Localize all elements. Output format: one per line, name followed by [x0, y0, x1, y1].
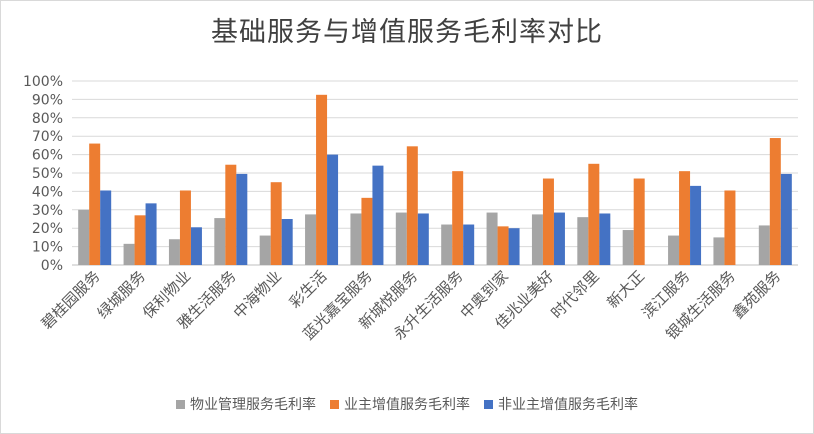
chart-title: 基础服务与增值服务毛利率对比 [211, 17, 603, 48]
y-tick-label: 0% [41, 258, 63, 274]
bar [168, 239, 180, 265]
bar [214, 218, 226, 265]
legend-label: 业主增值服务毛利率 [344, 397, 470, 413]
bar [679, 171, 691, 265]
bar [350, 213, 362, 265]
bar [668, 235, 680, 265]
bar [599, 213, 611, 265]
bar [713, 237, 725, 265]
y-tick-label: 40% [32, 184, 63, 200]
legend-item-non-owner-value-added: 非业主增值服务毛利率 [484, 394, 638, 414]
bar [361, 197, 373, 265]
bar [441, 224, 453, 265]
bar [270, 182, 282, 265]
bar [417, 213, 429, 265]
bar [372, 165, 384, 265]
bar [633, 178, 645, 265]
bar [724, 190, 736, 265]
x-category-label: 中海物业 [230, 267, 285, 322]
bar [327, 154, 339, 265]
bar [305, 214, 317, 265]
bar [89, 143, 101, 265]
bar [281, 219, 293, 265]
y-tick-label: 10% [32, 240, 63, 256]
y-tick-label: 60% [32, 148, 63, 164]
legend-item-property-mgmt: 物业管理服务毛利率 [176, 394, 316, 414]
legend: 物业管理服务毛利率 业主增值服务毛利率 非业主增值服务毛利率 [0, 394, 814, 414]
bar [769, 138, 781, 265]
y-tick-label: 30% [32, 203, 63, 219]
x-category-label: 彩生活 [286, 267, 331, 312]
x-category-label: 鑫苑服务 [729, 267, 784, 322]
bar [236, 173, 248, 265]
bar [497, 226, 509, 265]
bar [780, 173, 792, 265]
legend-swatch-blue [484, 399, 493, 409]
bar [179, 190, 191, 265]
y-tick-label: 80% [32, 111, 63, 127]
bar [622, 230, 634, 265]
legend-item-owner-value-added: 业主增值服务毛利率 [330, 394, 470, 414]
y-tick-label: 50% [32, 166, 63, 182]
bar [588, 163, 600, 265]
x-category-label: 绿城服务 [94, 267, 149, 322]
legend-label: 非业主增值服务毛利率 [498, 397, 638, 413]
y-tick-label: 90% [32, 92, 63, 108]
bar [690, 185, 702, 265]
bar [100, 190, 112, 265]
bar [508, 228, 520, 265]
bar [452, 171, 464, 265]
y-tick-label: 20% [32, 221, 63, 237]
x-category-label: 新大正 [603, 267, 648, 312]
bar [395, 212, 407, 265]
bar [78, 209, 90, 265]
legend-label: 物业管理服务毛利率 [190, 397, 316, 413]
bar [553, 212, 565, 265]
bar [134, 215, 146, 265]
bar [190, 227, 202, 265]
bar [542, 178, 554, 265]
bar [316, 94, 328, 265]
bar [259, 235, 271, 265]
legend-swatch-gray [176, 399, 185, 409]
y-tick-label: 70% [32, 129, 63, 145]
bar [577, 217, 589, 265]
bar [145, 203, 157, 265]
bar [486, 212, 498, 265]
legend-swatch-orange [330, 399, 339, 409]
bar [463, 224, 475, 265]
bar [758, 225, 770, 265]
x-category-label: 碧桂园服务 [38, 267, 104, 333]
x-category-label: 时代邻里 [547, 267, 602, 322]
bar [531, 214, 543, 265]
bar [123, 243, 135, 265]
bar [406, 146, 418, 265]
bar [225, 164, 237, 265]
y-tick-label: 100% [23, 74, 63, 90]
